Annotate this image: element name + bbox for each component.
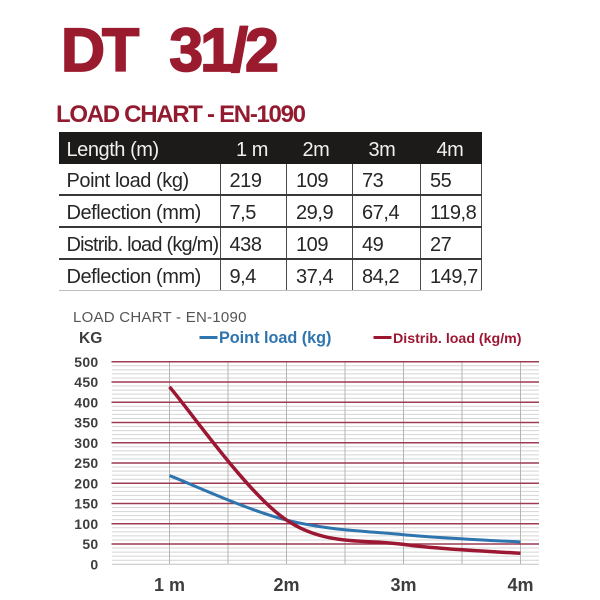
svg-text:50: 50 (82, 536, 98, 552)
svg-text:300: 300 (74, 435, 98, 451)
svg-text:250: 250 (74, 455, 98, 471)
svg-text:4m: 4m (507, 575, 533, 595)
svg-text:LOAD CHART - EN-1090: LOAD CHART - EN-1090 (73, 309, 247, 326)
svg-text:450: 450 (74, 374, 98, 390)
svg-text:KG: KG (79, 330, 102, 347)
svg-text:400: 400 (74, 394, 98, 410)
svg-text:100: 100 (74, 516, 98, 532)
svg-text:3m: 3m (390, 575, 416, 595)
svg-text:0: 0 (90, 556, 98, 572)
svg-text:200: 200 (74, 475, 98, 491)
svg-text:500: 500 (74, 354, 98, 370)
svg-text:Distrib. load (kg/m): Distrib. load (kg/m) (393, 331, 522, 347)
svg-text:Point load (kg): Point load (kg) (219, 329, 331, 347)
svg-text:150: 150 (74, 496, 98, 512)
svg-text:1 m: 1 m (154, 575, 185, 595)
svg-text:2m: 2m (273, 575, 299, 595)
svg-text:350: 350 (74, 415, 98, 431)
